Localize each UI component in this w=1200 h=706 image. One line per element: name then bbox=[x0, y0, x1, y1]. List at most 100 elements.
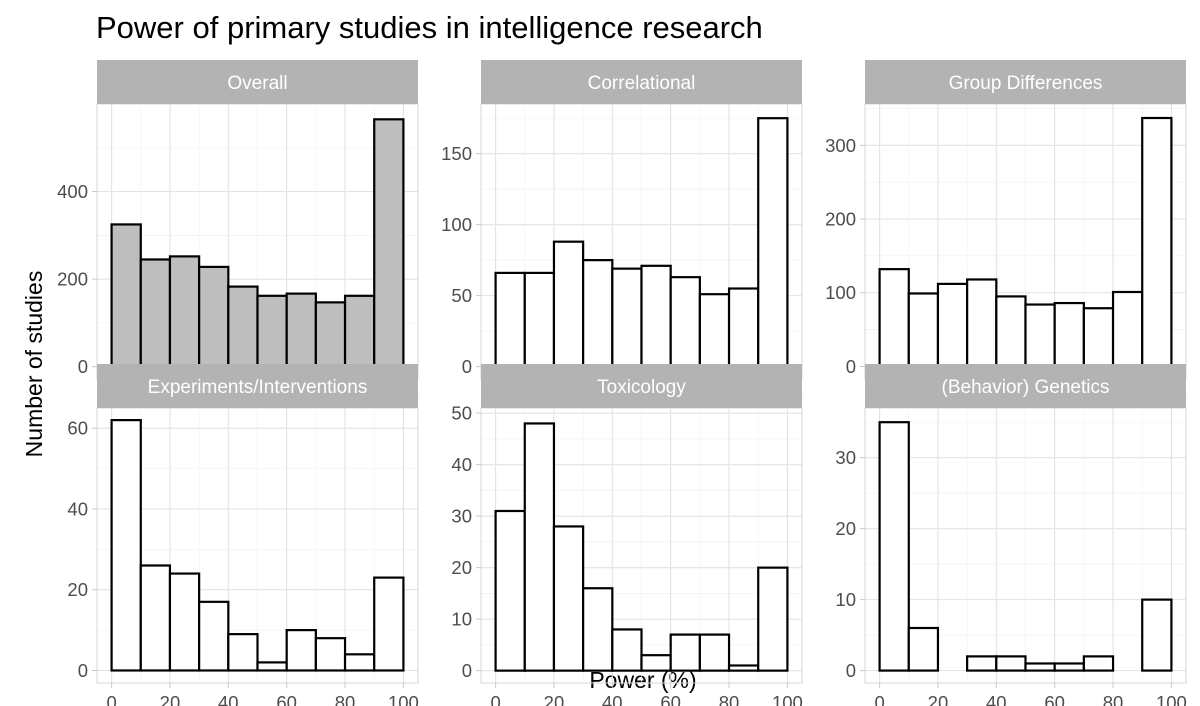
bar-group-differences-bin-4 bbox=[995, 295, 1027, 368]
bar-overall-bin-3 bbox=[198, 265, 230, 368]
bar-correlational-bin-7 bbox=[698, 293, 731, 368]
bar-overall-bin-5 bbox=[256, 294, 288, 368]
y-tick-label: 20 bbox=[835, 518, 856, 539]
bar-correlational-bin-5 bbox=[640, 264, 672, 368]
y-tick-label: 150 bbox=[441, 143, 472, 164]
y-tick-label: 10 bbox=[451, 609, 472, 630]
y-tick-label: 30 bbox=[835, 447, 856, 468]
bar-group-differences-bin-8 bbox=[1111, 290, 1144, 368]
facet-strip bbox=[97, 364, 418, 408]
facet-label-behavior-genetics: (Behavior) Genetics bbox=[942, 377, 1110, 398]
bar-toxicology-bin-6 bbox=[669, 633, 701, 672]
x-tick-label: 80 bbox=[1103, 692, 1124, 706]
facet-strip bbox=[481, 60, 802, 104]
x-tick-label: 100 bbox=[1156, 692, 1187, 706]
bar-correlational-bin-1 bbox=[523, 271, 556, 368]
bar-toxicology-bin-3 bbox=[582, 587, 614, 672]
facet-label-toxicology: Toxicology bbox=[597, 377, 686, 398]
panel-overall: Overall0200400020406080100 bbox=[57, 60, 419, 409]
bar-experiments-interventions-bin-3 bbox=[198, 600, 230, 672]
bar-toxicology-bin-8 bbox=[727, 664, 760, 672]
bar-correlational-bin-8 bbox=[727, 287, 760, 368]
bar-toxicology-bin-2 bbox=[552, 525, 585, 672]
bar-group-differences-bin-7 bbox=[1082, 307, 1115, 368]
x-tick-label: 60 bbox=[276, 692, 297, 706]
bar-experiments-interventions-bin-8 bbox=[343, 653, 376, 672]
y-tick-label: 200 bbox=[57, 269, 88, 290]
y-tick-label: 20 bbox=[451, 557, 472, 578]
y-tick-label: 40 bbox=[67, 498, 88, 519]
facet-strip bbox=[97, 60, 418, 104]
y-tick-label: 400 bbox=[57, 181, 88, 202]
bar-behavior-genetics-bin-4 bbox=[995, 655, 1027, 672]
x-tick-label: 40 bbox=[986, 692, 1007, 706]
bar-overall-bin-8 bbox=[343, 294, 376, 368]
x-tick-label: 100 bbox=[772, 692, 803, 706]
bar-overall-bin-4 bbox=[227, 285, 259, 368]
y-tick-label: 0 bbox=[462, 660, 472, 681]
bar-experiments-interventions-bin-2 bbox=[168, 572, 201, 672]
x-tick-label: 20 bbox=[928, 692, 949, 706]
bar-toxicology-bin-1 bbox=[523, 422, 556, 672]
bar-behavior-genetics-bin-1 bbox=[907, 626, 940, 672]
x-tick-label: 100 bbox=[388, 692, 419, 706]
bar-behavior-genetics-bin-6 bbox=[1053, 662, 1085, 672]
bar-group-differences-bin-5 bbox=[1024, 303, 1056, 368]
bar-experiments-interventions-bin-1 bbox=[139, 564, 172, 672]
bar-overall-bin-6 bbox=[285, 292, 317, 368]
y-tick-label: 200 bbox=[825, 209, 856, 230]
panel-group-differences: Group Differences0100200300020406080100 bbox=[825, 60, 1187, 409]
y-tick-label: 100 bbox=[825, 282, 856, 303]
x-tick-label: 20 bbox=[160, 692, 181, 706]
y-tick-label: 30 bbox=[451, 506, 472, 527]
bar-toxicology-bin-9 bbox=[757, 566, 789, 672]
bar-correlational-bin-9 bbox=[757, 117, 789, 368]
x-tick-label: 0 bbox=[874, 692, 884, 706]
y-tick-label: 20 bbox=[67, 579, 88, 600]
x-tick-label: 60 bbox=[660, 692, 681, 706]
panel-correlational: Correlational050100150020406080100 bbox=[441, 60, 803, 409]
x-tick-label: 0 bbox=[106, 692, 116, 706]
y-tick-label: 60 bbox=[67, 418, 88, 439]
y-tick-label: 40 bbox=[451, 454, 472, 475]
facet-label-group-differences: Group Differences bbox=[949, 73, 1103, 94]
x-tick-label: 40 bbox=[602, 692, 623, 706]
y-tick-label: 0 bbox=[846, 356, 856, 377]
facet-strip bbox=[865, 60, 1186, 104]
bar-behavior-genetics-bin-3 bbox=[966, 655, 998, 672]
panel-experiments-interventions: Experiments/Interventions 0 20 40 60 0 20 40 60 8… bbox=[67, 364, 419, 706]
bar-behavior-genetics-bin-0 bbox=[878, 421, 910, 672]
bar-correlational-bin-2 bbox=[552, 240, 585, 368]
y-tick-label: 0 bbox=[462, 356, 472, 377]
bar-toxicology-bin-5 bbox=[640, 654, 672, 672]
bar-overall-bin-2 bbox=[168, 255, 201, 368]
y-tick-label: 0 bbox=[78, 660, 88, 681]
bar-group-differences-bin-0 bbox=[878, 268, 910, 368]
bar-experiments-interventions-bin-0 bbox=[110, 419, 142, 672]
bar-behavior-genetics-bin-7 bbox=[1082, 655, 1115, 672]
bar-correlational-bin-6 bbox=[669, 276, 701, 368]
bar-toxicology-bin-4 bbox=[611, 628, 643, 672]
bar-toxicology-bin-0 bbox=[494, 509, 526, 672]
bar-overall-bin-7 bbox=[314, 301, 347, 368]
bar-overall-bin-9 bbox=[373, 118, 405, 368]
bar-overall-bin-1 bbox=[139, 258, 172, 368]
y-tick-label: 50 bbox=[451, 285, 472, 306]
bar-correlational-bin-3 bbox=[582, 259, 614, 368]
bar-experiments-interventions-bin-4 bbox=[227, 633, 259, 672]
bar-group-differences-bin-3 bbox=[966, 278, 998, 368]
bar-experiments-interventions-bin-9 bbox=[373, 576, 405, 672]
bar-experiments-interventions-bin-5 bbox=[256, 661, 288, 672]
bar-group-differences-bin-2 bbox=[936, 282, 969, 368]
x-tick-label: 0 bbox=[490, 692, 500, 706]
bar-behavior-genetics-bin-5 bbox=[1024, 662, 1056, 672]
y-tick-label: 10 bbox=[835, 589, 856, 610]
bar-behavior-genetics-bin-9 bbox=[1141, 598, 1173, 672]
bar-experiments-interventions-bin-6 bbox=[285, 628, 317, 672]
y-axis-title: Number of studies bbox=[21, 271, 47, 458]
chart-title: Power of primary studies in intelligence… bbox=[96, 10, 763, 45]
x-tick-label: 80 bbox=[719, 692, 740, 706]
bar-correlational-bin-0 bbox=[494, 271, 526, 368]
bar-toxicology-bin-7 bbox=[698, 633, 731, 672]
